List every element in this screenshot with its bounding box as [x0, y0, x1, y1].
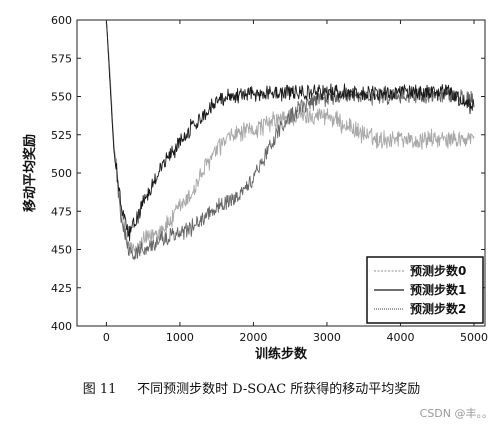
x-tick-label: 1000: [166, 331, 194, 344]
figure-caption: 图 11 不同预测步数时 D-SOAC 所获得的移动平均奖励: [0, 378, 503, 397]
y-tick-label: 575: [51, 52, 72, 65]
legend-label-1: 预测步数1: [410, 282, 466, 297]
caption-text: 不同预测步数时 D-SOAC 所获得的移动平均奖励: [137, 382, 421, 397]
series-line-1: [105, 20, 475, 242]
legend-label-2: 预测步数2: [410, 301, 466, 316]
x-axis-title: 训练步数: [255, 346, 308, 362]
x-tick-label: 4000: [386, 331, 414, 344]
x-tick-label: 5000: [460, 331, 488, 344]
y-tick-label: 550: [51, 91, 72, 104]
figure-number: 图 11: [82, 382, 117, 397]
y-tick-label: 500: [51, 167, 72, 180]
caption-spacer: [121, 382, 133, 397]
y-axis-title: 移动平均奖励: [22, 134, 38, 212]
legend-label-0: 预测步数0: [410, 263, 466, 278]
y-tick-label: 600: [51, 14, 72, 27]
legend: 预测步数0 预测步数1 预测步数2: [366, 256, 484, 324]
line-chart: 0 1000 2000 3000 4000 5000 400 425 450 475 500 525 5…: [22, 14, 488, 362]
y-tick-label: 450: [51, 244, 72, 257]
y-tick-label: 425: [51, 282, 72, 295]
y-tick-label: 475: [51, 205, 72, 218]
watermark: CSDN @丰。。: [419, 407, 493, 420]
x-tick-label: 0: [103, 331, 110, 344]
y-tick-label: 525: [51, 129, 72, 142]
x-tick-label: 3000: [313, 331, 341, 344]
y-tick-label: 400: [51, 320, 72, 333]
x-tick-label: 2000: [239, 331, 267, 344]
